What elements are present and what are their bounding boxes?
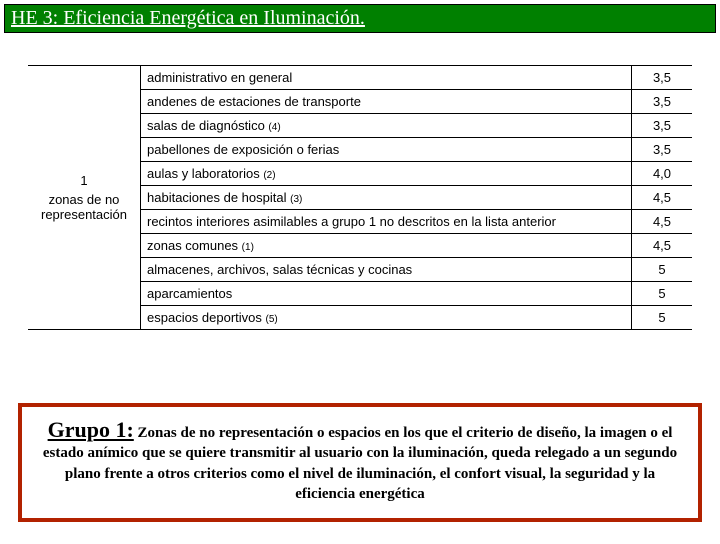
table-label-cell: salas de diagnóstico (4) (141, 114, 632, 138)
table-label-cell: aparcamientos (141, 282, 632, 306)
table-value-cell: 4,5 (632, 186, 693, 210)
table-container: 1 zonas de no representación administrativ… (28, 65, 692, 330)
table-value-cell: 5 (632, 282, 693, 306)
table-note: (4) (268, 122, 280, 133)
table-label-cell: espacios deportivos (5) (141, 306, 632, 330)
table-label-cell: habitaciones de hospital (3) (141, 186, 632, 210)
table-label-cell: aulas y laboratorios (2) (141, 162, 632, 186)
table-value-cell: 4,5 (632, 210, 693, 234)
table-value-cell: 5 (632, 306, 693, 330)
table-value-cell: 4,0 (632, 162, 693, 186)
table-label-cell: administrativo en general (141, 66, 632, 90)
table-label-cell: almacenes, archivos, salas técnicas y co… (141, 258, 632, 282)
table-note: (3) (290, 194, 302, 205)
table-note: (5) (266, 314, 278, 325)
table-label-cell: recintos interiores asimilables a grupo … (141, 210, 632, 234)
description-box: Grupo 1: Zonas de no representación o es… (18, 403, 702, 522)
table-note: (2) (263, 170, 275, 181)
table-label-cell: zonas comunes (1) (141, 234, 632, 258)
description-body: Zonas de no representación o espacios en… (43, 425, 677, 502)
table-value-cell: 3,5 (632, 90, 693, 114)
left-cell-label: zonas de no representación (34, 192, 134, 222)
table-note: (1) (242, 242, 254, 253)
table-label-cell: pabellones de exposición o ferias (141, 138, 632, 162)
left-cell-num: 1 (34, 173, 134, 188)
table-value-cell: 4,5 (632, 234, 693, 258)
table-value-cell: 5 (632, 258, 693, 282)
description-lead: Grupo 1: (48, 417, 134, 442)
table-label-cell: andenes de estaciones de transporte (141, 90, 632, 114)
table-row: 1zonas de no representaciónadministrativ… (28, 66, 692, 90)
table-left-cell: 1 zonas de no representación (28, 66, 141, 329)
zones-table: 1 zonas de no representación administrativ… (28, 66, 692, 329)
table-value-cell: 3,5 (632, 114, 693, 138)
title-bar: HE 3: Eficiencia Energética en Iluminaci… (4, 4, 716, 33)
table-value-cell: 3,5 (632, 138, 693, 162)
page-title: HE 3: Eficiencia Energética en Iluminaci… (11, 7, 365, 29)
table-value-cell: 3,5 (632, 66, 693, 90)
